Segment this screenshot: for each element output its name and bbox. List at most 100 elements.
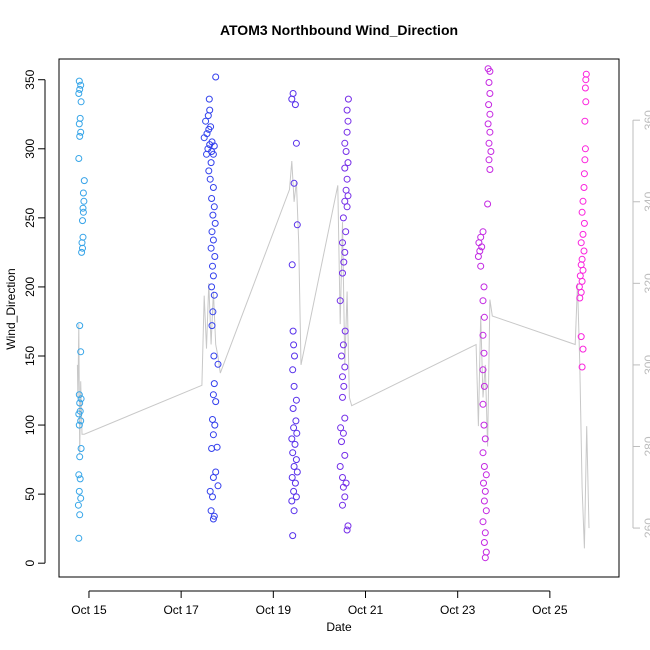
- x-tick-label: Oct 19: [256, 603, 292, 617]
- data-point: [341, 164, 349, 172]
- data-point: [485, 101, 493, 109]
- secondary-y-tick-label: 280: [642, 436, 650, 456]
- data-point: [289, 532, 297, 540]
- data-point: [578, 363, 586, 371]
- data-point: [480, 421, 488, 429]
- data-point: [75, 471, 83, 479]
- data-point: [341, 451, 349, 459]
- data-point: [581, 156, 589, 164]
- plot-frame: [58, 58, 620, 578]
- data-point: [76, 399, 84, 407]
- data-point: [209, 184, 217, 191]
- data-point: [209, 272, 217, 280]
- data-point: [210, 512, 218, 520]
- data-point: [344, 95, 352, 103]
- data-point: [480, 313, 488, 321]
- data-point: [205, 95, 213, 103]
- data-point: [207, 244, 215, 252]
- data-point: [479, 518, 487, 526]
- data-point: [481, 529, 489, 537]
- data-point: [79, 208, 87, 216]
- data-point: [292, 139, 300, 147]
- data-point: [288, 261, 296, 269]
- data-point: [203, 130, 211, 138]
- x-tick-label: Oct 21: [348, 603, 384, 617]
- data-point: [480, 349, 488, 357]
- secondary-y-tick-label: 340: [642, 191, 650, 211]
- data-point: [290, 179, 298, 187]
- data-point: [79, 204, 87, 212]
- data-point: [211, 219, 219, 227]
- data-point: [486, 128, 494, 136]
- data-point: [209, 236, 217, 244]
- data-point: [342, 479, 350, 487]
- data-point: [479, 331, 487, 339]
- data-point: [208, 148, 216, 155]
- data-point: [341, 197, 349, 205]
- data-point: [581, 84, 589, 92]
- data-point: [480, 497, 488, 505]
- data-point: [341, 139, 349, 147]
- data-point: [214, 360, 222, 368]
- y-tick-label: 150: [23, 346, 37, 366]
- data-point: [479, 366, 487, 374]
- data-point: [291, 101, 299, 109]
- data-point: [208, 322, 216, 330]
- data-point: [208, 195, 216, 202]
- data-point: [212, 468, 220, 476]
- data-point: [341, 363, 349, 371]
- data-point: [208, 138, 216, 146]
- data-point: [479, 400, 487, 408]
- series-cluster_oct14: [74, 77, 88, 542]
- data-point: [209, 416, 216, 423]
- data-point: [290, 382, 298, 390]
- data-point: [288, 474, 296, 481]
- data-point: [207, 123, 215, 131]
- data-point: [482, 507, 490, 515]
- data-point: [481, 554, 489, 562]
- x-tick-label: Oct 23: [440, 603, 476, 617]
- data-point: [290, 487, 298, 495]
- data-point: [343, 526, 351, 534]
- data-point: [480, 382, 488, 390]
- data-point: [291, 479, 299, 487]
- data-point: [210, 380, 218, 388]
- data-point: [75, 155, 83, 162]
- data-point: [206, 487, 214, 495]
- data-point: [577, 261, 585, 269]
- data-point: [205, 167, 213, 175]
- data-point: [341, 248, 349, 256]
- data-point: [76, 475, 84, 483]
- data-point: [212, 398, 220, 406]
- data-point: [481, 435, 489, 443]
- data-point: [290, 507, 298, 515]
- data-point: [80, 177, 88, 185]
- data-point: [579, 345, 587, 353]
- data-point: [479, 449, 487, 457]
- data-point: [484, 65, 492, 73]
- data-point: [487, 148, 495, 155]
- data-point: [288, 497, 296, 505]
- data-point: [342, 148, 350, 155]
- data-point: [210, 352, 218, 360]
- data-point: [339, 214, 347, 222]
- axes-layer: Oct 15 Oct 17 Oct 19 Oct 21 Oct 23 Oct 25 0 50 1…: [23, 69, 650, 617]
- y-tick-label: 300: [23, 138, 37, 158]
- data-point: [480, 283, 488, 291]
- y-tick-label: 0: [23, 560, 37, 567]
- data-point: [77, 417, 85, 425]
- series-cluster_oct23: [474, 65, 495, 562]
- data-point: [579, 230, 587, 238]
- data-point: [577, 333, 585, 341]
- data-point: [339, 269, 346, 277]
- data-point: [582, 70, 590, 78]
- data-point: [480, 463, 488, 470]
- data-point: [77, 81, 85, 89]
- x-tick-label: Oct 15: [71, 603, 107, 617]
- data-point: [291, 440, 299, 448]
- data-point: [77, 128, 85, 136]
- data-point: [582, 98, 590, 106]
- data-point: [79, 217, 86, 225]
- data-point: [581, 145, 589, 153]
- data-point: [341, 414, 349, 422]
